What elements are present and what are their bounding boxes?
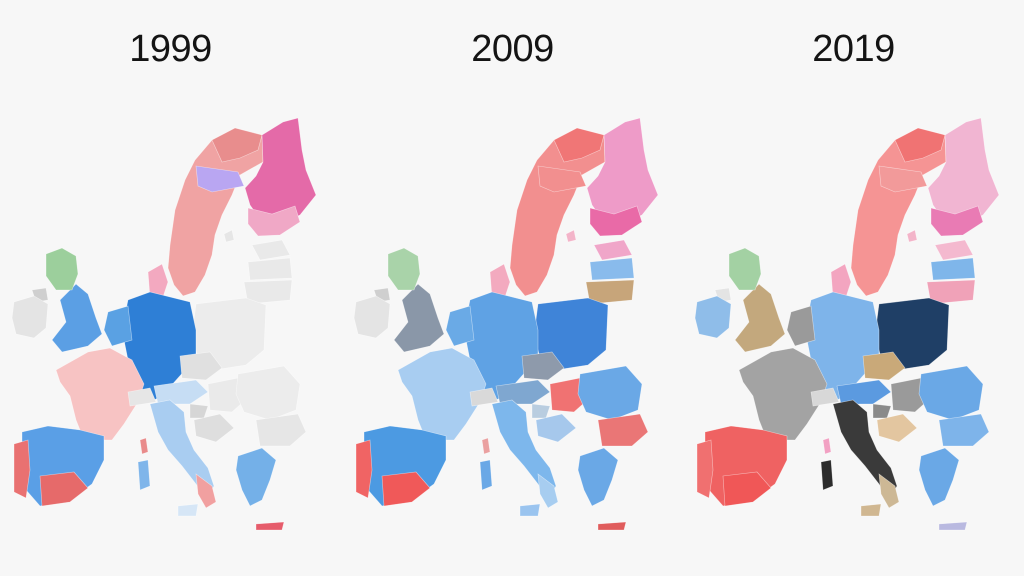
- region-lapland: [537, 165, 587, 193]
- region-latvia: [589, 257, 635, 281]
- region-latvia: [247, 257, 293, 281]
- region-romania: [918, 365, 984, 421]
- europe-map: [694, 117, 1000, 531]
- region-italy-south: [878, 473, 900, 509]
- region-italy-south: [195, 473, 217, 509]
- region-finland-south: [930, 205, 984, 237]
- region-latvia: [930, 257, 976, 281]
- region-baltic-islands: [223, 229, 235, 243]
- region-benelux: [786, 305, 816, 347]
- region-spain-south: [381, 471, 431, 507]
- region-czechia: [862, 351, 906, 381]
- region-italy: [491, 399, 557, 501]
- region-bulgaria: [938, 413, 990, 447]
- map-panel-1999: 1999: [0, 0, 341, 576]
- region-finland-south: [589, 205, 643, 237]
- region-france: [397, 347, 487, 441]
- region-slovenia: [531, 403, 551, 419]
- region-austria: [153, 379, 209, 405]
- region-scotland: [387, 247, 421, 291]
- region-austria: [836, 379, 892, 405]
- region-czechia: [521, 351, 565, 381]
- region-corsica: [822, 437, 832, 455]
- region-norway-north: [211, 127, 263, 163]
- region-norway-north: [553, 127, 605, 163]
- region-romania: [577, 365, 643, 421]
- region-italy: [149, 399, 215, 501]
- map-panel-2019: 2019: [683, 0, 1024, 576]
- region-spain-south: [39, 471, 89, 507]
- region-lapland: [878, 165, 928, 193]
- year-title: 2019: [812, 28, 895, 70]
- region-portugal: [696, 439, 714, 499]
- region-croatia: [535, 413, 577, 443]
- region-lapland: [195, 165, 245, 193]
- region-scandinavia: [850, 127, 947, 297]
- region-estonia: [251, 239, 291, 261]
- region-swiss: [810, 387, 840, 407]
- region-portugal: [13, 439, 31, 499]
- region-croatia: [876, 413, 918, 443]
- region-ireland: [11, 295, 49, 339]
- region-bulgaria: [597, 413, 649, 447]
- region-sardinia: [137, 459, 151, 491]
- region-uk: [734, 283, 786, 353]
- region-swiss: [469, 387, 499, 407]
- region-lithuania: [926, 279, 976, 305]
- map-panel-2009: 2009: [342, 0, 683, 576]
- region-scotland: [728, 247, 762, 291]
- region-baltic-islands: [906, 229, 918, 243]
- region-scandinavia: [167, 127, 264, 297]
- region-ireland: [353, 295, 391, 339]
- year-title: 2009: [471, 28, 554, 70]
- region-romania: [235, 365, 301, 421]
- region-estonia: [934, 239, 974, 261]
- region-bulgaria: [255, 413, 307, 447]
- region-france: [55, 347, 145, 441]
- region-croatia: [193, 413, 235, 443]
- year-title: 1999: [129, 28, 212, 70]
- region-crete: [597, 521, 627, 531]
- region-scandinavia: [509, 127, 606, 297]
- region-corsica: [139, 437, 149, 455]
- region-crete: [938, 521, 968, 531]
- region-lithuania: [585, 279, 635, 305]
- region-crete: [255, 521, 285, 531]
- region-scotland: [45, 247, 79, 291]
- region-benelux: [103, 305, 133, 347]
- europe-map: [353, 117, 659, 531]
- region-corsica: [481, 437, 491, 455]
- region-estonia: [593, 239, 633, 261]
- region-sicily: [860, 503, 882, 517]
- region-greece: [577, 447, 619, 507]
- europe-map: [11, 117, 317, 531]
- region-benelux: [445, 305, 475, 347]
- region-portugal: [355, 439, 373, 499]
- region-uk: [393, 283, 445, 353]
- region-norway-north: [894, 127, 946, 163]
- region-lithuania: [243, 279, 293, 305]
- region-sicily: [519, 503, 541, 517]
- region-slovenia: [189, 403, 209, 419]
- region-sardinia: [479, 459, 493, 491]
- region-swiss: [127, 387, 157, 407]
- region-france: [738, 347, 828, 441]
- region-greece: [918, 447, 960, 507]
- region-slovenia: [872, 403, 892, 419]
- region-uk: [51, 283, 103, 353]
- region-finland-south: [247, 205, 301, 237]
- region-austria: [495, 379, 551, 405]
- region-spain-south: [722, 471, 772, 507]
- region-italy-south: [537, 473, 559, 509]
- region-greece: [235, 447, 277, 507]
- region-ireland: [694, 295, 732, 339]
- region-sicily: [177, 503, 199, 517]
- region-sardinia: [820, 459, 834, 491]
- region-italy: [832, 399, 898, 501]
- region-baltic-islands: [565, 229, 577, 243]
- region-czechia: [179, 351, 223, 381]
